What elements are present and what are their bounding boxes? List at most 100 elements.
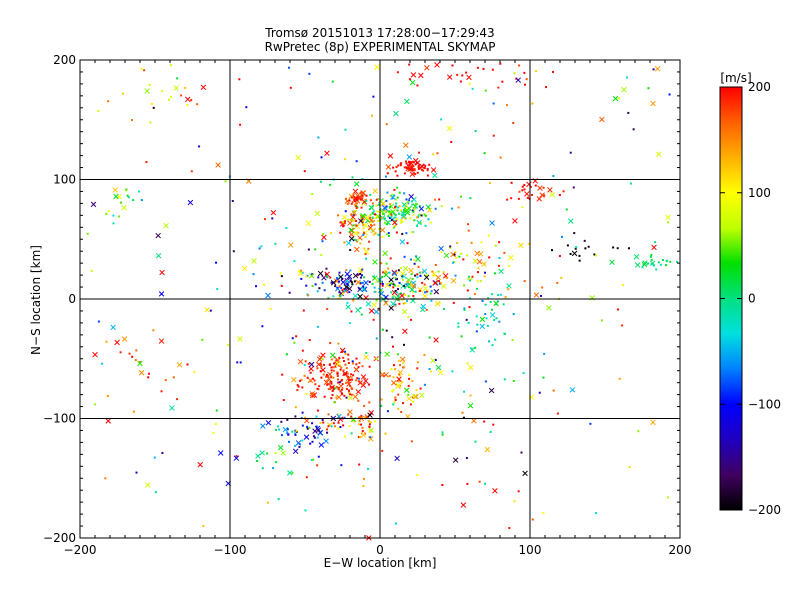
data-point-dot [430,370,433,373]
data-point-dot [377,233,380,236]
data-point-dot [342,424,345,427]
data-point-dot [360,206,363,209]
data-point-cross [609,259,615,265]
data-point-dot [408,377,411,380]
data-point-dot [391,296,394,299]
data-point-dot [161,451,164,454]
data-point-cross [418,72,424,79]
data-point-dot [416,367,419,370]
data-point-dot [310,273,313,276]
data-point-dot [574,247,577,250]
data-point-dot [281,373,284,376]
data-point-dot [395,202,398,205]
data-point-dot [369,199,372,202]
data-point-cross [303,434,310,440]
data-point-dot [438,198,441,201]
data-point-dot [342,225,345,228]
data-point-cross [471,418,477,424]
data-point-dot [499,293,502,296]
data-point-dot [501,80,504,83]
data-point-dot [291,430,294,433]
data-point-dot [307,294,310,297]
data-point-dot [373,275,376,278]
data-point-dot [458,255,461,258]
data-point-cross [114,339,120,346]
data-point-dot [341,278,344,281]
data-point-dot [323,363,326,366]
data-point-dot [105,212,108,215]
data-point-dot [455,256,458,259]
data-point-dot [349,279,352,282]
data-point-dot [407,161,410,164]
data-point-dot [336,413,339,416]
data-point-cross [303,417,310,424]
data-point-dot [186,103,189,106]
data-point-dot [427,218,430,221]
data-point-dot [342,369,345,372]
data-point-cross [489,312,496,318]
data-point-dot [512,313,515,316]
data-point-cross [399,239,406,245]
data-point-dot [508,527,511,530]
data-point-dot [543,352,546,355]
data-point-dot [190,99,193,102]
data-point-dot [348,391,351,394]
data-point-dot [475,315,478,318]
data-point-dot [336,371,339,374]
data-point-dot [321,418,324,421]
data-point-dot [347,353,350,356]
data-point-dot [120,201,123,204]
data-point-dot [349,218,352,221]
data-point-dot [461,74,464,77]
data-point-dot [391,193,394,196]
data-point-dot [394,224,397,227]
data-point-dot [264,218,267,221]
data-point-dot [329,276,332,279]
x-tick-label: 0 [376,543,384,557]
data-point-dot [652,68,655,71]
data-point-dot [474,440,477,443]
data-point-dot [375,198,378,201]
data-point-dot [412,161,415,164]
data-point-cross [358,218,364,224]
data-point-dot [409,403,412,406]
data-point-dot [468,82,471,85]
data-point-dot [361,194,364,197]
data-point-cross [324,150,330,157]
data-point-dot [348,425,351,428]
data-point-cross [489,220,495,226]
data-point-dot [135,471,138,474]
data-point-dot [337,427,340,430]
data-point-cross [316,356,323,362]
data-point-dot [361,426,364,429]
data-point-dot [428,163,431,166]
data-point-dot [125,188,128,191]
data-point-dot [462,416,465,419]
data-point-dot [362,224,365,227]
data-point-cross [498,268,504,275]
data-point-dot [558,194,561,197]
data-point-dot [331,393,334,396]
data-point-cross [270,209,277,216]
data-point-dot [399,364,402,367]
data-point-dot [521,185,524,188]
data-point-cross [355,389,362,395]
data-point-cross [407,166,413,173]
data-point-dot [372,219,375,222]
data-point-dot [358,420,361,423]
data-point-dot [479,280,482,283]
x-tick-label: −200 [64,543,97,557]
data-point-dot [97,320,100,323]
data-point-cross [526,181,532,188]
data-point-dot [380,262,383,265]
data-point-dot [391,336,394,339]
data-point-dot [363,247,366,250]
data-point-dot [397,293,400,296]
data-point-dot [334,285,337,288]
data-point-dot [407,384,410,387]
data-point-dot [351,360,354,363]
data-point-cross [365,301,372,307]
data-point-dot [301,386,304,389]
data-point-dot [484,380,487,383]
data-point-cross [316,361,322,368]
